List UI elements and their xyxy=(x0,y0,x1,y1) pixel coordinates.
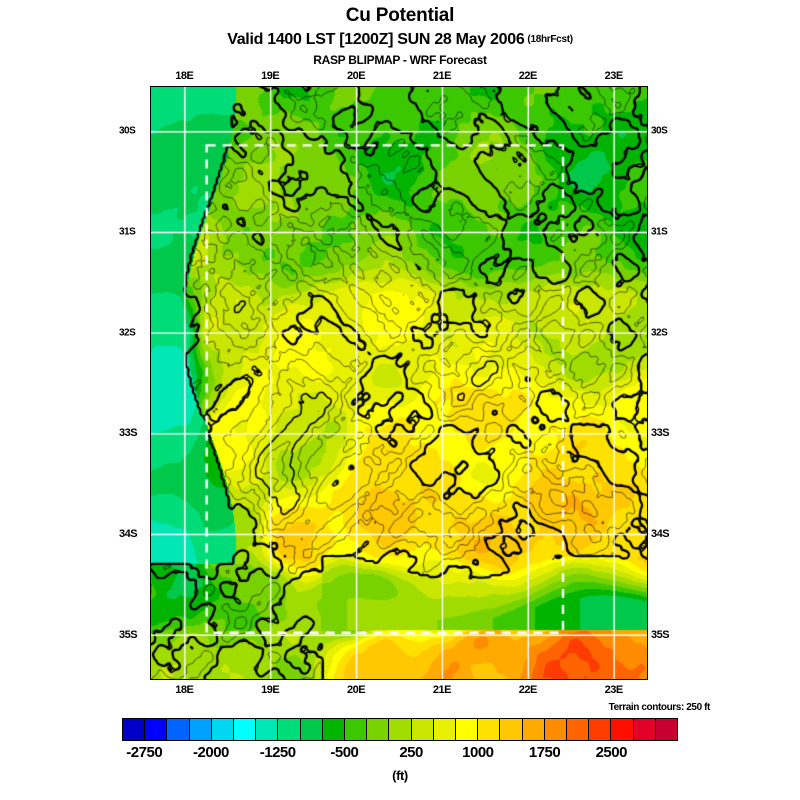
lon-tick-label-bottom-0: 18E xyxy=(175,684,194,696)
lon-tick-label-top-4: 22E xyxy=(518,70,538,82)
colorbar-cell-10 xyxy=(345,719,368,740)
colorbar-cell-13 xyxy=(411,719,434,740)
colorbar-cell-8 xyxy=(300,719,323,740)
lon-tick-label-bottom-1: 19E xyxy=(261,684,280,696)
colorbar-cell-11 xyxy=(367,719,390,740)
colorbar-tick-7: 2500 xyxy=(595,744,628,761)
colorbar-cell-22 xyxy=(611,719,634,740)
colorbar-cell-0 xyxy=(123,719,146,740)
colorbar-cell-12 xyxy=(389,719,412,740)
colorbar-tick-2: -1250 xyxy=(259,744,296,761)
lat-tick-label-left-5: 35S xyxy=(119,628,138,641)
lon-tick-label-bottom-4: 22E xyxy=(518,684,538,696)
valid-time-text: Valid 1400 LST [1200Z] SUN 28 May 2006 xyxy=(227,31,525,48)
lat-tick-label-right-2: 32S xyxy=(651,327,668,339)
colorbar-cell-7 xyxy=(278,719,301,740)
lon-tick-label-bottom-2: 20E xyxy=(347,684,366,696)
lat-tick-label-right-4: 34S xyxy=(651,528,670,541)
colorbar-tick-6: 1750 xyxy=(528,744,561,761)
colorbar-cell-3 xyxy=(189,719,212,740)
forecast-map[interactable]: 18E 18E 19E 19E 20E 20E 21E 21E 22E 22E 23E 23E 30S 3… xyxy=(119,70,670,696)
lat-tick-label-right-0: 30S xyxy=(651,125,668,137)
lat-tick-label-left-3: 33S xyxy=(119,427,138,440)
lon-tick-label-bottom-3: 21E xyxy=(432,684,452,696)
colorbar-tick-0: -2750 xyxy=(126,744,163,761)
colorbar-cell-15 xyxy=(456,719,479,740)
colorbar-swatches[interactable] xyxy=(122,718,678,741)
lon-tick-label-top-5: 23E xyxy=(604,70,624,82)
forecast-hour-label: (18hrFcst) xyxy=(527,34,573,45)
colorbar-cell-1 xyxy=(145,719,168,740)
colorbar-tick-1: -2000 xyxy=(193,744,229,761)
colorbar-cell-20 xyxy=(567,719,590,740)
lat-tick-label-right-5: 35S xyxy=(651,628,670,641)
colorbar-cell-5 xyxy=(234,719,257,740)
lat-tick-label-left-4: 34S xyxy=(119,528,138,541)
colorbar-cell-23 xyxy=(633,719,656,740)
colorbar-tick-3: -500 xyxy=(330,744,359,761)
colorbar-units-label: (ft) xyxy=(392,768,408,783)
colorbar-tick-5: 1000 xyxy=(462,744,494,761)
lon-tick-label-top-2: 20E xyxy=(347,70,366,82)
map-color-field[interactable] xyxy=(150,86,648,680)
colorbar-tick-4: 250 xyxy=(399,744,423,761)
colorbar-cell-14 xyxy=(433,719,457,740)
lon-tick-label-top-1: 19E xyxy=(261,70,280,82)
lon-tick-label-bottom-5: 23E xyxy=(604,684,624,696)
lat-tick-label-left-2: 32S xyxy=(119,327,136,339)
lat-tick-label-right-3: 33S xyxy=(651,427,670,440)
colorbar-cell-17 xyxy=(500,719,523,740)
terrain-contour-note: Terrain contours: 250 ft xyxy=(608,702,711,713)
valid-time-subtitle: Valid 1400 LST [1200Z] SUN 28 May 2006 (1… xyxy=(0,30,800,49)
colorbar-cell-19 xyxy=(544,719,568,740)
colorbar-legend: -2750 -2000 -1250 -500 250 1000 1750 2500 (ft) xyxy=(0,716,800,800)
lat-tick-label-left-0: 30S xyxy=(119,125,136,137)
colorbar-cell-18 xyxy=(522,719,545,740)
colorbar-cell-16 xyxy=(478,719,501,740)
colorbar-cell-6 xyxy=(256,719,279,740)
lat-tick-label-right-1: 31S xyxy=(651,226,668,238)
colorbar-cell-21 xyxy=(589,719,612,740)
lon-tick-label-top-0: 18E xyxy=(175,70,194,82)
lon-tick-label-top-3: 21E xyxy=(432,70,452,82)
lat-tick-label-left-1: 31S xyxy=(119,226,136,238)
colorbar-cell-4 xyxy=(211,719,235,740)
colorbar-cell-2 xyxy=(167,719,190,740)
colorbar-cell-24 xyxy=(655,719,678,740)
page-title: Cu Potential xyxy=(345,5,455,26)
colorbar-cell-9 xyxy=(322,719,346,740)
title-block: Cu Potential Valid 1400 LST [1200Z] SUN … xyxy=(0,0,800,68)
model-source-label: RASP BLIPMAP - WRF Forecast xyxy=(313,53,487,67)
